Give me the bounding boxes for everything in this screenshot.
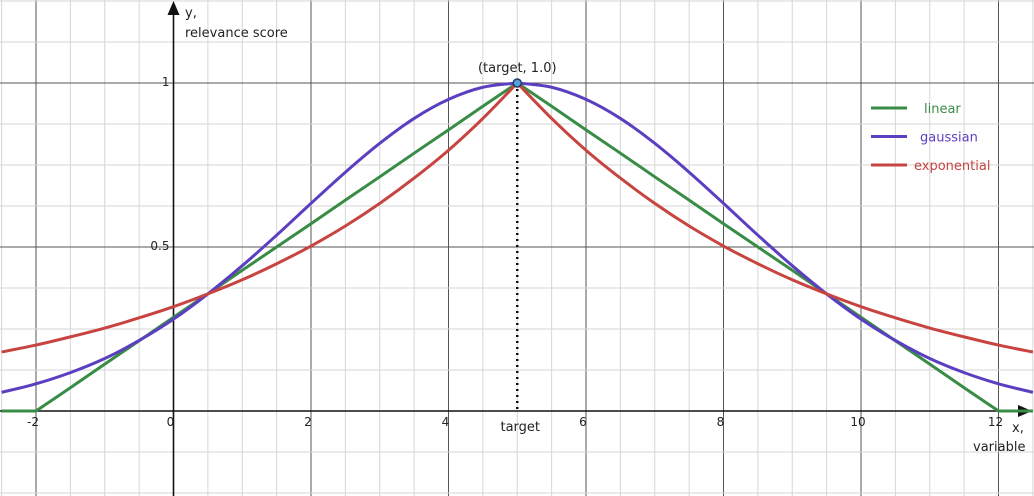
x-tick-label: 8 — [717, 415, 725, 429]
legend: linear gaussian exponential — [871, 102, 990, 174]
legend-label-exponential: exponential — [914, 159, 990, 174]
annotations: (target, 1.0) target — [478, 61, 557, 435]
x-tick-label: 12 — [988, 415, 1003, 429]
y-tick-label: 1 — [162, 75, 170, 89]
y-tick-label: 0.5 — [150, 239, 169, 253]
legend-label-linear: linear — [924, 102, 961, 117]
x-tick-label: 6 — [579, 415, 587, 429]
x-tick-label: 4 — [442, 415, 450, 429]
y-axis-arrow-icon — [167, 1, 180, 15]
series-exponential-line — [1, 81, 1034, 354]
x-axis-label-line1: x, — [1012, 421, 1024, 436]
x-tick-label: 10 — [850, 415, 865, 429]
curves — [1, 81, 1034, 413]
legend-label-gaussian: gaussian — [920, 131, 978, 146]
x-tick-label: -2 — [27, 415, 39, 429]
x-axis-label: variable — [973, 440, 1025, 455]
peak-annotation: (target, 1.0) — [478, 61, 557, 76]
peak-point — [512, 78, 522, 88]
target-label: target — [500, 420, 540, 435]
series-gaussian-line — [1, 81, 1034, 394]
x-tick-label: 2 — [304, 415, 312, 429]
y-axis-label: relevance score — [185, 26, 288, 41]
y-axis-label-line1: y, — [185, 6, 197, 21]
x-tick-label: 0 — [167, 415, 175, 429]
tick-labels: -2 0 2 4 6 8 10 12 0.5 1 — [27, 75, 1003, 429]
